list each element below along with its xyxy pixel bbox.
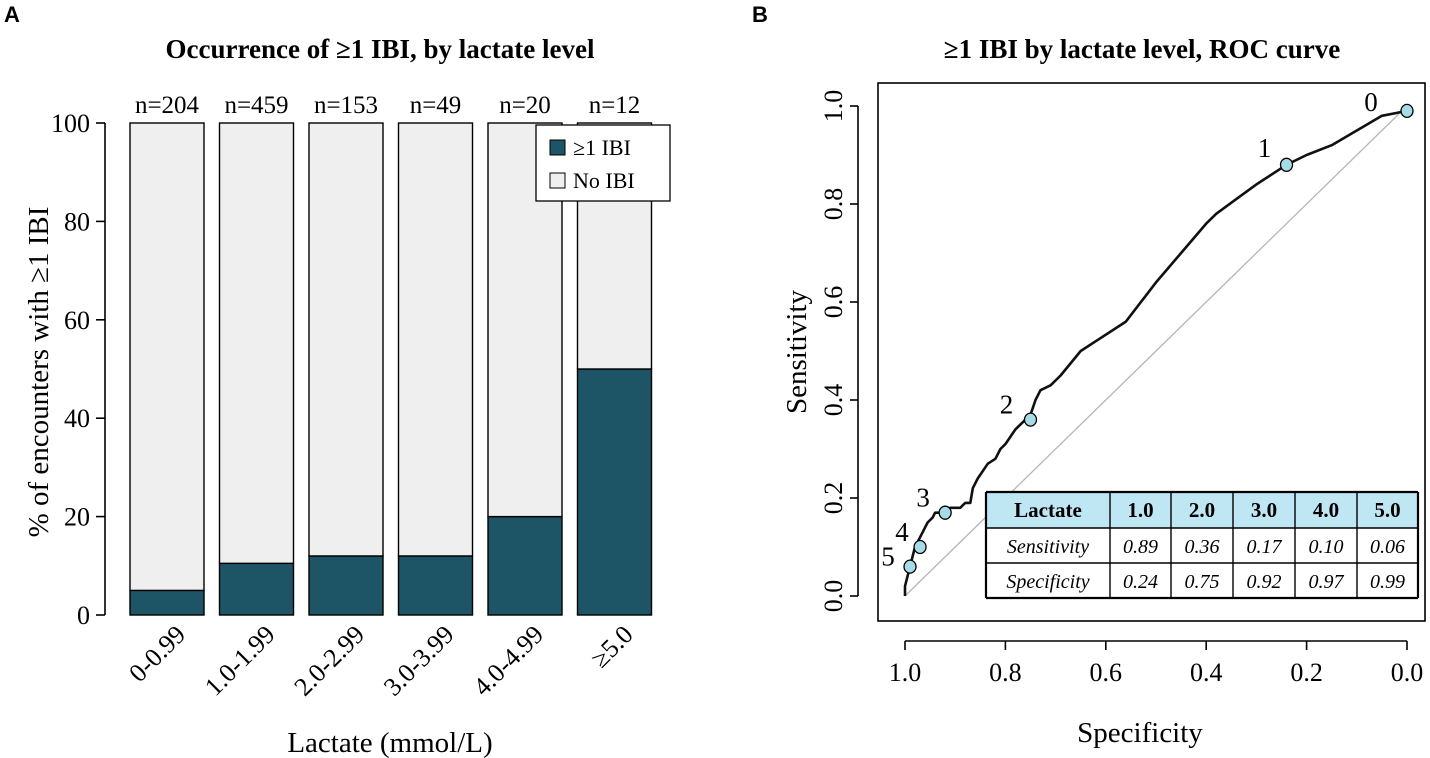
table-header-cell: 3.0 — [1251, 498, 1277, 522]
table-cell: Specificity — [1006, 571, 1089, 593]
table-cell: 0.24 — [1123, 571, 1158, 593]
legend-swatch-no-ibi — [549, 172, 566, 189]
panel-a-legend: ≥1 IBI No IBI — [535, 124, 671, 202]
panel-a-x-label: Lactate (mmol/L) — [287, 727, 492, 758]
y-tick-label: 40 — [64, 404, 90, 433]
table-cell: 0.36 — [1185, 536, 1220, 558]
panel-b-y-label: Sensitivity — [781, 289, 813, 414]
table-cell: 0.89 — [1123, 536, 1158, 558]
bar-segment — [576, 368, 653, 616]
x-tick-label: 0.6 — [1090, 658, 1123, 687]
y-tick-label: 0.6 — [819, 286, 848, 319]
panel-b-x-axis: 1.0 0.8 0.6 0.4 0.2 0.0 — [889, 640, 1424, 687]
panel-a-bars — [129, 122, 653, 616]
x-tick-label: 0.0 — [1391, 658, 1424, 687]
roc-curve — [903, 109, 1408, 596]
x-tick-label: 2.0-2.99 — [288, 620, 370, 702]
x-tick-label: 1.0-1.99 — [199, 620, 281, 702]
panel-a-title: Occurrence of ≥1 IBI, by lactate level — [166, 34, 595, 64]
panel-a-y-axis: 0 20 40 60 80 100 — [51, 109, 106, 630]
panel-a: A Occurrence of ≥1 IBI, by lactate level… — [4, 2, 671, 758]
roc-point — [903, 559, 917, 574]
bar-segment — [308, 122, 384, 557]
table-header-cell: 1.0 — [1127, 498, 1153, 522]
bar-segment — [397, 122, 474, 557]
legend-label-ibi: ≥1 IBI — [573, 135, 631, 160]
panel-b-y-axis: 0.0 0.2 0.4 0.6 0.8 1.0 — [819, 90, 859, 613]
roc-point-label: 2 — [1000, 390, 1014, 420]
bar-n-label: n=49 — [410, 92, 462, 119]
table-cell: 0.17 — [1247, 536, 1283, 558]
panel-a-x-ticks: 0-0.99 1.0-1.99 2.0-2.99 3.0-3.99 4.0-4.99 ≥5… — [123, 620, 639, 702]
bar-segment — [397, 555, 474, 616]
y-tick-label: 0 — [77, 601, 90, 630]
table-header-cell: 2.0 — [1189, 498, 1215, 522]
y-tick-label: 60 — [64, 306, 90, 335]
bar-segment — [218, 122, 295, 565]
panel-a-n-labels: n=204 n=459 n=153 n=49 n=20 n=12 — [135, 92, 640, 119]
y-tick-label: 0.0 — [819, 580, 848, 613]
y-tick-label: 20 — [64, 503, 90, 532]
legend-swatch-ibi — [549, 139, 566, 156]
panel-b-title: ≥1 IBI by lactate level, ROC curve — [944, 34, 1341, 64]
table-cell: 0.10 — [1309, 536, 1344, 558]
table-header-cell: Lactate — [1014, 498, 1082, 522]
x-tick-label: 3.0-3.99 — [378, 620, 460, 702]
legend-label-no-ibi: No IBI — [573, 168, 635, 193]
bar-segment — [218, 562, 295, 616]
roc-point — [938, 505, 952, 520]
x-tick-label: 0.4 — [1190, 658, 1223, 687]
x-tick-label: ≥5.0 — [585, 620, 639, 674]
x-tick-label: 0.2 — [1290, 658, 1323, 687]
table-header-cell: 4.0 — [1313, 498, 1339, 522]
table-cell: 0.99 — [1370, 571, 1405, 593]
roc-point-label: 1 — [1258, 133, 1272, 163]
bar-segment — [129, 589, 205, 616]
x-tick-label: 0.8 — [989, 658, 1022, 687]
y-tick-label: 0.2 — [819, 482, 848, 515]
roc-point — [1023, 412, 1038, 427]
bar-n-label: n=459 — [224, 92, 288, 119]
roc-summary-table: Lactate 1.0 2.0 3.0 4.0 5.0 Sensitivity 0.89 0.3… — [984, 490, 1420, 600]
bar-n-label: n=20 — [499, 92, 551, 119]
table-cell: 0.06 — [1370, 536, 1405, 558]
y-tick-label: 1.0 — [819, 90, 848, 123]
panel-b-letter: B — [752, 2, 768, 27]
panel-b: B ≥1 IBI by lactate level, ROC curve 0.0… — [752, 2, 1426, 749]
roc-cutoff-points: 0 1 2 345 — [881, 87, 1414, 574]
roc-point — [1279, 157, 1294, 172]
panel-b-plot-frame — [877, 82, 1426, 622]
roc-point-label: 3 — [916, 483, 930, 513]
panel-a-letter: A — [4, 2, 20, 27]
table-header-fill — [986, 492, 1418, 528]
x-tick-label: 4.0-4.99 — [467, 620, 549, 702]
bar-n-label: n=153 — [314, 92, 378, 119]
bar-segment — [129, 122, 205, 592]
panel-a-y-label: % of encounters with ≥1 IBI — [23, 207, 55, 538]
roc-point — [913, 539, 927, 555]
y-tick-label: 100 — [51, 109, 90, 138]
x-tick-label: 1.0 — [889, 658, 922, 687]
roc-point-label: 0 — [1364, 87, 1378, 117]
roc-point-label: 5 — [881, 542, 895, 572]
y-tick-label: 0.4 — [819, 384, 848, 417]
x-tick-label: 0-0.99 — [123, 620, 191, 688]
table-cell: 0.75 — [1185, 571, 1220, 593]
bar-segment — [487, 515, 563, 616]
table-cell: Sensitivity — [1007, 536, 1089, 558]
table-header-cell: 5.0 — [1374, 498, 1400, 522]
bar-n-label: n=12 — [589, 92, 641, 119]
roc-point — [1400, 103, 1414, 119]
y-tick-label: 80 — [64, 207, 90, 236]
table-cell: 0.97 — [1309, 571, 1345, 593]
y-tick-label: 0.8 — [819, 188, 848, 221]
table-cell: 0.92 — [1247, 571, 1282, 593]
panel-b-x-label: Specificity — [1077, 717, 1203, 749]
bar-n-label: n=204 — [135, 92, 200, 119]
bar-segment — [308, 555, 384, 616]
roc-point-label: 4 — [895, 517, 909, 547]
